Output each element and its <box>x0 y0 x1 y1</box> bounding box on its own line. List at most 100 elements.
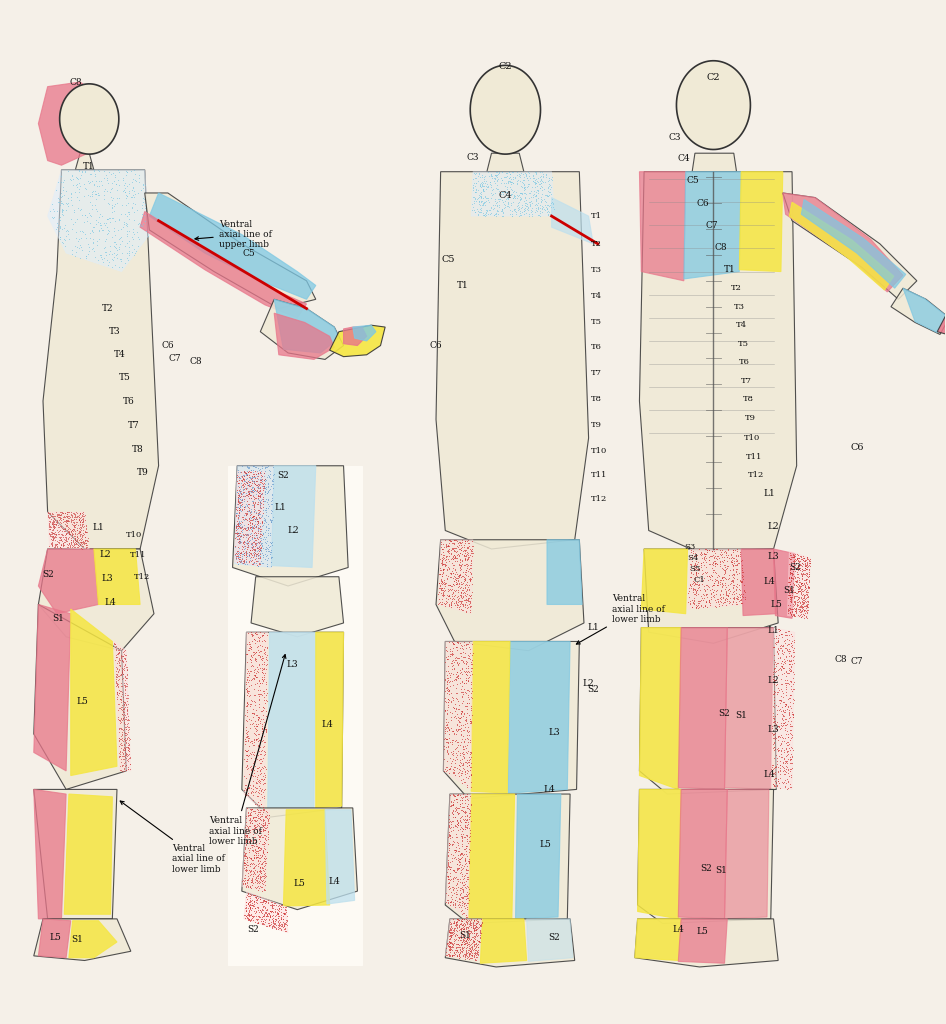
Point <box>81 174 96 190</box>
Point <box>136 207 151 223</box>
Point <box>256 743 272 760</box>
Point <box>69 211 84 227</box>
Point <box>456 750 471 766</box>
Point <box>232 493 247 509</box>
Point <box>499 169 514 185</box>
Point <box>58 523 73 540</box>
Point <box>243 489 258 506</box>
Point <box>765 761 780 777</box>
Point <box>254 720 270 736</box>
Point <box>448 749 464 765</box>
Point <box>246 744 261 761</box>
Point <box>726 542 741 558</box>
Point <box>57 187 72 204</box>
Point <box>234 468 249 484</box>
Point <box>229 505 244 521</box>
Point <box>439 730 454 746</box>
Point <box>801 552 816 568</box>
Point <box>233 498 248 514</box>
Point <box>482 202 497 218</box>
Point <box>775 699 790 716</box>
Point <box>472 204 487 220</box>
Point <box>438 763 453 779</box>
Point <box>257 808 272 824</box>
Point <box>49 204 64 220</box>
Point <box>45 517 61 534</box>
Point <box>436 577 451 593</box>
Point <box>111 222 126 239</box>
Point <box>112 644 127 660</box>
Point <box>511 166 526 182</box>
Point <box>479 173 494 189</box>
Point <box>262 498 277 514</box>
Point <box>794 583 809 599</box>
Point <box>241 472 256 488</box>
Point <box>456 898 471 914</box>
Point <box>242 544 257 560</box>
Point <box>733 592 748 608</box>
Point <box>457 570 472 587</box>
Point <box>683 568 698 585</box>
Point <box>112 662 127 678</box>
Point <box>71 180 86 197</box>
Point <box>243 549 258 565</box>
Point <box>59 524 74 541</box>
Point <box>532 164 547 180</box>
Point <box>447 660 462 677</box>
Point <box>711 594 727 610</box>
Point <box>767 759 782 775</box>
Point <box>238 465 254 481</box>
Point <box>253 901 268 918</box>
Point <box>47 539 62 555</box>
Point <box>789 577 804 593</box>
Point <box>243 899 258 915</box>
Point <box>505 164 520 180</box>
Point <box>443 867 458 884</box>
Point <box>250 780 265 797</box>
Point <box>457 935 472 951</box>
Point <box>238 480 254 497</box>
Point <box>463 805 478 821</box>
Point <box>452 768 467 784</box>
Point <box>489 169 504 185</box>
Point <box>250 535 265 551</box>
Point <box>483 179 499 196</box>
Point <box>238 722 254 738</box>
Point <box>248 644 263 660</box>
Point <box>451 804 466 820</box>
Point <box>249 727 264 743</box>
Point <box>54 518 69 535</box>
Point <box>450 597 465 613</box>
Point <box>252 772 267 788</box>
Point <box>471 165 486 181</box>
Point <box>51 191 66 208</box>
Point <box>447 849 463 865</box>
Point <box>236 527 251 544</box>
Point <box>259 905 274 922</box>
Point <box>517 206 532 222</box>
Point <box>254 913 269 930</box>
Point <box>435 537 450 553</box>
Point <box>230 514 245 530</box>
Point <box>443 826 458 843</box>
Point <box>128 166 143 182</box>
Point <box>453 942 468 958</box>
Point <box>447 928 463 944</box>
Point <box>682 561 697 578</box>
Point <box>453 737 468 754</box>
Point <box>232 532 247 549</box>
Point <box>230 469 245 485</box>
Point <box>452 665 467 681</box>
Point <box>777 653 792 670</box>
Point <box>791 566 806 583</box>
Point <box>454 723 469 739</box>
Point <box>795 603 810 620</box>
Point <box>710 556 725 572</box>
Point <box>253 499 268 515</box>
Point <box>247 649 262 666</box>
Point <box>510 167 525 183</box>
Point <box>254 660 270 677</box>
Point <box>72 249 87 265</box>
Point <box>46 203 61 219</box>
Point <box>464 923 479 939</box>
